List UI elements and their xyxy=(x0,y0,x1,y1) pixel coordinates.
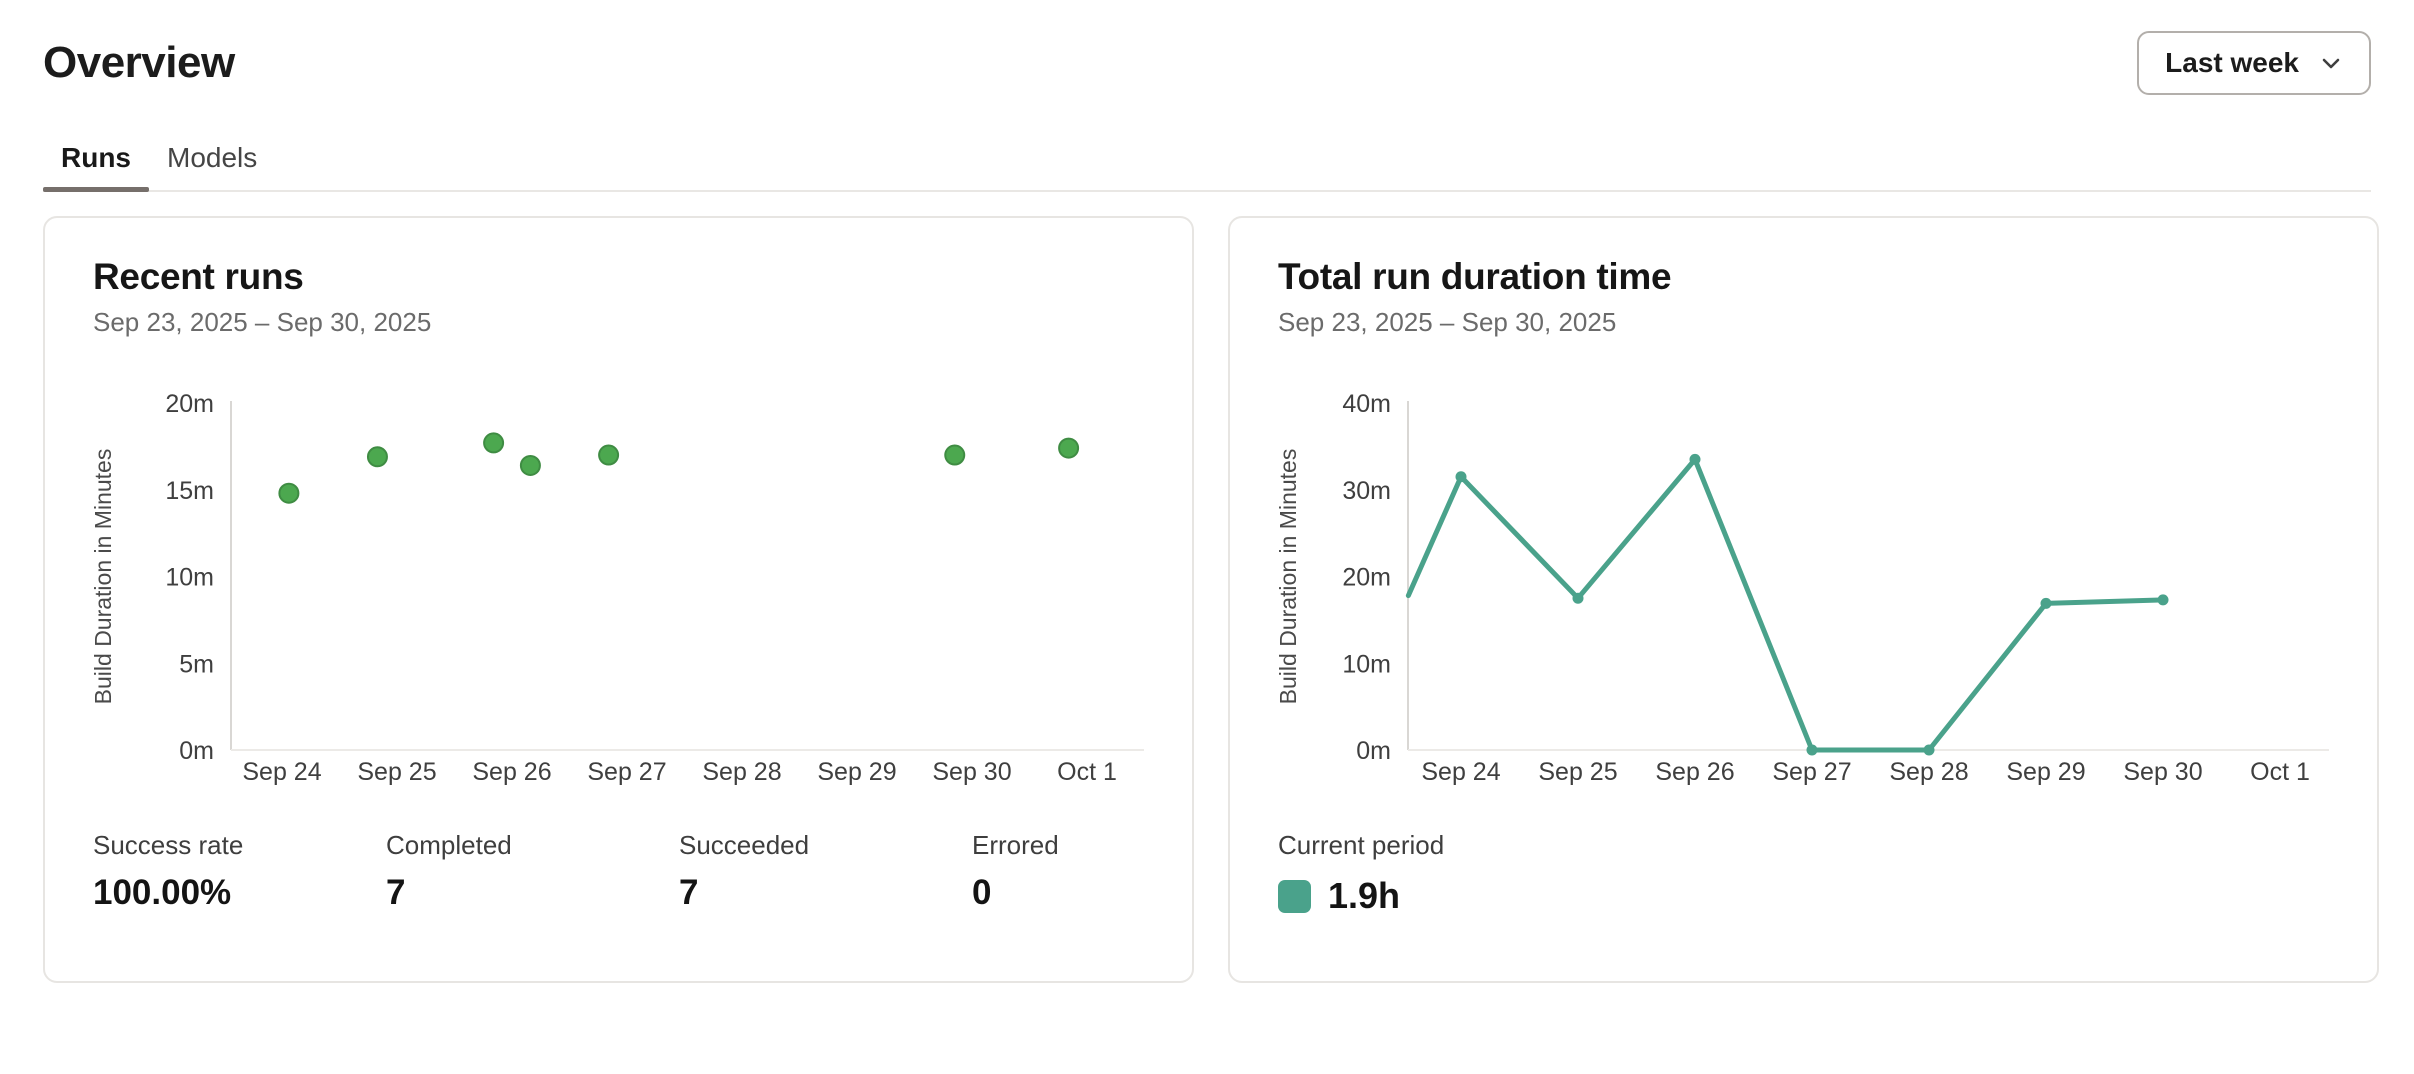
stat-errored: Errored 0 xyxy=(972,830,1144,913)
stat-succeeded: Succeeded 7 xyxy=(679,830,972,913)
svg-text:Sep 26: Sep 26 xyxy=(1655,758,1734,786)
stat-label: Completed xyxy=(386,830,512,860)
svg-text:15m: 15m xyxy=(165,477,214,505)
tab-models[interactable]: Models xyxy=(167,142,258,173)
current-period-swatch xyxy=(1278,879,1311,913)
stat-value: 0 xyxy=(972,873,992,912)
svg-text:0m: 0m xyxy=(179,737,214,765)
cards-row: Recent runs Sep 23, 2025 – Sep 30, 2025 … xyxy=(43,216,2379,983)
chevron-down-icon xyxy=(2319,51,2343,75)
svg-text:Sep 27: Sep 27 xyxy=(587,758,666,786)
svg-text:Sep 25: Sep 25 xyxy=(1538,758,1617,786)
svg-text:Sep 28: Sep 28 xyxy=(702,758,781,786)
total-duration-title: Total run duration time xyxy=(1278,256,1672,297)
stat-value: 100.00% xyxy=(93,873,232,912)
total-duration-date-range: Sep 23, 2025 – Sep 30, 2025 xyxy=(1278,307,1617,337)
svg-text:30m: 30m xyxy=(1342,477,1391,505)
svg-text:0m: 0m xyxy=(1356,737,1391,765)
svg-text:Sep 29: Sep 29 xyxy=(2006,758,2085,786)
stat-label: Errored xyxy=(972,830,1059,860)
total-duration-line-chart[interactable]: 0m 10m 20m 30m 40m Sep 24 Sep 25 Sep 26 Sep 27 Se… xyxy=(1278,388,2329,788)
stat-completed: Completed 7 xyxy=(386,830,679,913)
svg-text:Sep 30: Sep 30 xyxy=(932,758,1011,786)
svg-text:20m: 20m xyxy=(165,390,214,418)
total-duration-card: Total run duration time Sep 23, 2025 – S… xyxy=(1228,216,2379,983)
svg-text:Oct 1: Oct 1 xyxy=(2250,758,2310,786)
svg-text:5m: 5m xyxy=(179,650,214,678)
current-period-legend: Current period 1.9h xyxy=(1278,830,2329,917)
period-selector-label: Last week xyxy=(2165,47,2299,78)
svg-text:Oct 1: Oct 1 xyxy=(1057,758,1117,786)
page-title: Overview xyxy=(43,38,235,87)
recent-runs-scatter-chart[interactable]: 0m 5m 10m 15m 20m Sep 24 Sep 25 Sep 26 Sep 27 Sep… xyxy=(93,388,1144,788)
svg-text:Sep 28: Sep 28 xyxy=(1889,758,1968,786)
svg-text:20m: 20m xyxy=(1342,564,1391,592)
svg-text:Sep 25: Sep 25 xyxy=(357,758,436,786)
tab-bar: Runs Models xyxy=(43,142,2371,192)
recent-runs-date-range: Sep 23, 2025 – Sep 30, 2025 xyxy=(93,307,432,337)
svg-text:10m: 10m xyxy=(165,564,214,592)
recent-runs-title: Recent runs xyxy=(93,256,304,297)
overview-page: Overview Last week Runs Models Recent ru… xyxy=(0,30,2414,983)
recent-runs-card: Recent runs Sep 23, 2025 – Sep 30, 2025 … xyxy=(43,216,1194,983)
svg-text:Sep 24: Sep 24 xyxy=(1421,758,1500,786)
svg-text:Build Duration in Minutes: Build Duration in Minutes xyxy=(93,449,116,705)
page-header: Overview Last week xyxy=(43,30,2371,96)
current-period-value: 1.9h xyxy=(1328,875,1401,916)
legend-label: Current period xyxy=(1278,830,1445,860)
stat-value: 7 xyxy=(679,873,699,912)
svg-text:10m: 10m xyxy=(1342,650,1391,678)
svg-text:Sep 24: Sep 24 xyxy=(242,758,321,786)
stat-label: Success rate xyxy=(93,830,244,860)
svg-text:Sep 30: Sep 30 xyxy=(2123,758,2202,786)
stat-label: Succeeded xyxy=(679,830,810,860)
svg-text:40m: 40m xyxy=(1342,390,1391,418)
stat-value: 7 xyxy=(386,873,406,912)
recent-runs-stats: Success rate 100.00% Completed 7 Succeed… xyxy=(93,830,1144,913)
svg-text:Build Duration in Minutes: Build Duration in Minutes xyxy=(1278,449,1301,705)
svg-text:Sep 27: Sep 27 xyxy=(1772,758,1851,786)
tab-runs[interactable]: Runs xyxy=(43,142,149,192)
stat-success-rate: Success rate 100.00% xyxy=(93,830,386,913)
period-selector[interactable]: Last week xyxy=(2137,31,2371,95)
svg-text:Sep 29: Sep 29 xyxy=(817,758,896,786)
svg-text:Sep 26: Sep 26 xyxy=(472,758,551,786)
